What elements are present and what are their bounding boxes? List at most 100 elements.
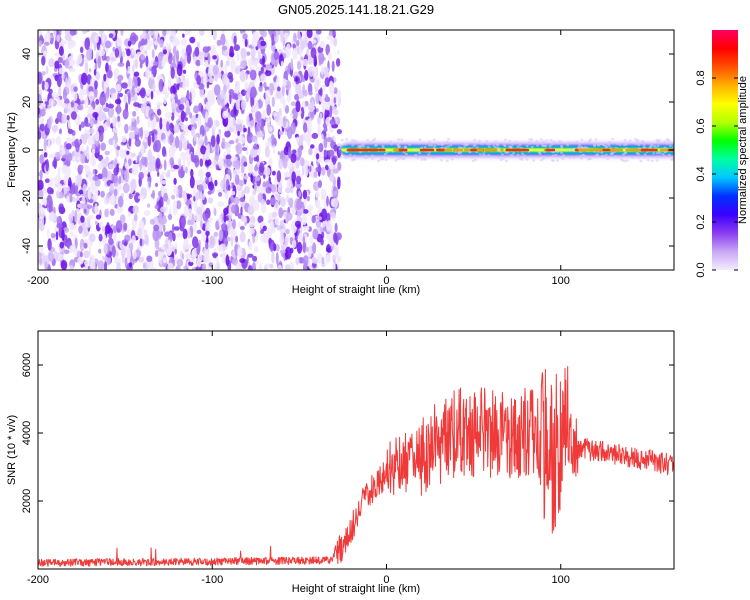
spectrogram-noise-cell	[80, 203, 86, 209]
spectrogram-peak-segment	[371, 148, 379, 152]
snr-x-axis-label: Height of straight line (km)	[292, 583, 420, 595]
spectrogram-noise-cell	[235, 99, 240, 111]
spectrogram-noise-cell	[251, 66, 255, 71]
spectrogram-signal-halo	[338, 147, 342, 150]
spectrogram-noise-cell	[253, 246, 259, 253]
spectrogram-noise-cell	[215, 262, 219, 267]
spectrogram-noise-cell	[69, 194, 73, 203]
spectrogram-noise-cell	[202, 46, 210, 53]
spectrogram-noise-cell	[242, 147, 248, 151]
spectrogram-signal-halo	[489, 155, 493, 158]
spectrogram-noise-cell	[231, 204, 237, 214]
spectrogram-noise-cell	[206, 221, 211, 233]
spectrogram-signal-halo	[530, 141, 533, 144]
spectrogram-signal-halo	[400, 138, 404, 141]
spectrogram-noise-cell	[232, 258, 238, 266]
spectrogram-noise-cell	[42, 97, 49, 102]
spectrogram-signal-halo	[607, 142, 611, 145]
spectrogram-noise-cell	[39, 169, 43, 180]
spectrogram-noise-cell	[86, 47, 93, 61]
spectrogram-signal-halo	[520, 155, 524, 159]
spectrogram-noise-cell	[199, 140, 203, 145]
spectrogram-noise-cell	[138, 256, 144, 263]
spectrogram-noise-cell	[317, 158, 323, 163]
spectrogram-noise-cell	[333, 144, 339, 152]
spectrogram-noise-cell	[43, 138, 47, 151]
spectrogram-noise-cell	[152, 83, 156, 93]
spectrogram-noise-cell	[78, 225, 83, 234]
spectrogram-noise-cell	[273, 31, 277, 37]
spectrogram-signal-halo	[561, 157, 565, 161]
spectrogram-noise-cell	[264, 232, 268, 242]
spectrogram-signal-halo	[423, 158, 427, 161]
spectrogram-noise-cell	[207, 90, 214, 103]
spectrogram-signal-halo	[593, 143, 597, 146]
spectrogram-noise-cell	[165, 205, 168, 214]
spectrogram-noise-cell	[38, 179, 44, 191]
spectrogram-noise-cell	[318, 180, 322, 188]
spectrogram-noise-cell	[181, 253, 185, 260]
colorbar-ticks: 0.0 0.2 0.4 0.6 0.8	[695, 70, 738, 278]
spectrogram-noise-cell	[153, 61, 158, 66]
spectrogram-noise-cell	[329, 118, 336, 126]
spectrogram-noise-cell	[162, 224, 166, 233]
spectrogram-noise-cell	[333, 87, 338, 95]
spectrogram-noise-cell	[109, 208, 115, 216]
spectrogram-noise-cell	[256, 131, 261, 138]
spectrogram-peak-segment	[419, 148, 425, 152]
spectrogram-noise-cell	[124, 123, 129, 134]
spectrogram-noise-cell	[59, 128, 62, 135]
spectrogram-signal-halo	[616, 142, 619, 145]
spectrogram-noise-cell	[143, 210, 151, 217]
spectrogram-noise-cell	[68, 102, 72, 110]
spectrogram-noise-cell	[94, 220, 99, 225]
spectrogram-signal-halo	[474, 158, 477, 161]
spectrogram-signal-halo	[397, 138, 400, 141]
spectrogram-noise-cell	[313, 181, 320, 192]
spectrogram-noise-cell	[53, 30, 57, 40]
spectrogram-noise-cell	[163, 96, 167, 105]
spectrogram-noise-cell	[323, 66, 330, 73]
spectrogram-noise-cell	[170, 85, 176, 96]
spectrogram-noise-cell	[48, 58, 55, 68]
spectrogram-noise-cell	[217, 245, 224, 252]
spectrogram-noise-cell	[182, 159, 186, 172]
spectrogram-signal-halo	[444, 146, 448, 149]
spectrogram-noise-cell	[196, 74, 201, 86]
spectrogram-noise-cell	[213, 208, 217, 216]
spectrogram-noise-cell	[316, 216, 323, 221]
spectrogram-noise-cell	[286, 212, 293, 221]
spectrogram-signal-halo	[465, 143, 469, 147]
spectrogram-noise-cell	[295, 77, 299, 82]
spectrogram-noise-cell	[239, 231, 246, 243]
spectrogram-noise-cell	[252, 190, 257, 196]
spectrogram-noise-cell	[220, 179, 227, 191]
spectrogram-noise-cell	[69, 245, 74, 254]
spectrogram-noise-cell	[139, 238, 143, 247]
spectrogram-noise-cell	[176, 200, 182, 210]
spectrogram-signal-halo	[418, 138, 422, 141]
spectrogram-noise-cell	[110, 56, 117, 62]
spectrogram-noise-cell	[286, 178, 292, 190]
spectrogram-noise-cell	[323, 127, 328, 133]
spectrogram-peak-segment	[515, 148, 530, 152]
spectrogram-noise-cell	[240, 214, 245, 222]
spectrogram-noise-cell	[206, 81, 210, 89]
spectrogram-noise-cell	[300, 157, 305, 167]
spectrogram-noise-cell	[286, 95, 292, 103]
spectrogram-noise-cell	[39, 35, 44, 42]
spectrogram-noise-cell	[334, 199, 339, 208]
spectrogram-signal-halo	[345, 138, 348, 141]
spectrogram-noise-cell	[77, 104, 84, 111]
spectrogram-noise-cell	[101, 177, 108, 182]
spectrogram-signal-halo	[640, 141, 644, 144]
snr-x-tick-label: -100	[201, 574, 223, 586]
spectrogram-noise-cell	[101, 167, 108, 181]
spectrogram-signal-halo	[549, 139, 553, 142]
spectrogram-noise-cell	[98, 49, 106, 56]
spectrogram-noise-cell	[326, 137, 333, 143]
spectrogram-noise-cell	[247, 205, 255, 216]
spectrogram-noise-cell	[41, 55, 46, 66]
spectrogram-noise-cell	[292, 43, 296, 49]
spectrogram-noise-cell	[117, 74, 124, 81]
